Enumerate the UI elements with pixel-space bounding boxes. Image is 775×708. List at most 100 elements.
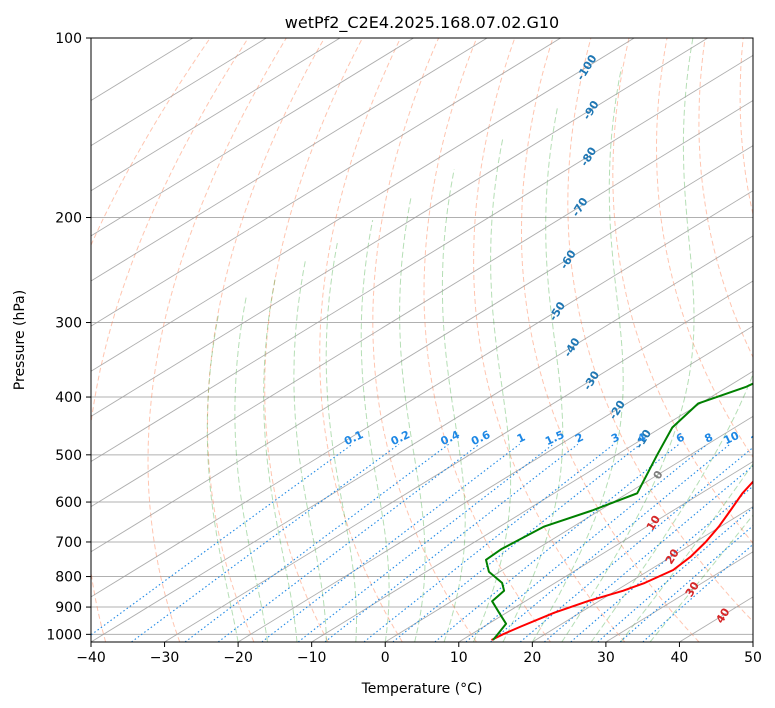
dewpoint-trace	[485, 382, 753, 641]
skewed-isotherm	[237, 325, 753, 642]
isotherm-label: -100	[574, 52, 600, 83]
x-tick-label: 10	[450, 650, 468, 666]
x-tick-label: 50	[744, 650, 762, 666]
x-tick-label: −10	[297, 650, 327, 666]
skewed-isotherm	[532, 506, 753, 642]
moist-adiabat	[325, 242, 357, 642]
y-tick-label: 400	[55, 390, 82, 406]
moist-adiabat	[473, 139, 512, 642]
mixing-ratio-line	[217, 443, 480, 642]
plot-frame	[90, 37, 754, 643]
mixing-ratio-label: 10	[722, 429, 742, 447]
moist-adiabat	[649, 514, 753, 642]
x-tick-label: −40	[76, 650, 106, 666]
mixing-ratio-line	[261, 443, 520, 642]
dry-adiabat	[567, 38, 753, 623]
isotherm-label: -60	[557, 247, 579, 271]
skewed-isotherm	[91, 38, 488, 282]
moist-adiabat	[263, 278, 298, 642]
x-tick-label: 0	[381, 650, 390, 666]
y-tick-label: 700	[55, 535, 82, 551]
pressure-gridlines	[91, 38, 753, 635]
dry-adiabats	[91, 38, 753, 642]
x-axis-label: Temperature (°C)	[361, 681, 483, 697]
temperature-trace	[491, 480, 753, 641]
mixing-ratio-line	[91, 443, 353, 636]
isotherm-label: -50	[547, 299, 569, 323]
mixing-ratio-line	[184, 443, 449, 642]
skewed-isotherm	[91, 190, 753, 598]
moist-adiabat	[399, 195, 426, 642]
x-tick-label: 40	[671, 650, 689, 666]
y-tick-label: 900	[55, 600, 82, 616]
isotherm-label: -40	[561, 335, 583, 359]
isotherm-label: -80	[578, 145, 600, 169]
mixing-ratio-line	[543, 465, 753, 642]
dry-adiabat	[319, 38, 403, 642]
dry-adiabat	[372, 38, 477, 642]
moist-adiabats	[206, 38, 753, 642]
isotherm-label: -70	[569, 195, 591, 219]
mixing-ratio-line	[465, 443, 708, 642]
mixing-ratio-label: 0.6	[469, 428, 492, 448]
mixing-ratio-line	[519, 446, 753, 642]
mixing-ratio-line	[363, 443, 615, 642]
dry-adiabat	[423, 38, 552, 642]
skewed-isotherm	[91, 38, 341, 192]
x-tick-label: −30	[150, 650, 180, 666]
y-axis-label: Pressure (hPa)	[12, 290, 28, 390]
moist-adiabat	[206, 315, 239, 642]
skewed-isotherm	[311, 370, 753, 642]
mixing-ratio-line	[434, 443, 680, 642]
dry-adiabat	[264, 38, 363, 642]
skewed-isotherm	[91, 99, 753, 508]
skewed-isotherms	[91, 38, 753, 642]
moist-adiabat	[360, 219, 390, 642]
sounding-traces	[485, 382, 753, 641]
x-tick-label: 30	[597, 650, 615, 666]
y-tick-label: 600	[55, 495, 82, 511]
moist-adiabat	[620, 462, 753, 642]
skewed-isotherm	[458, 460, 753, 642]
x-tick-label: 20	[523, 650, 541, 666]
y-tick-label: 1000	[46, 627, 82, 643]
mixing-ratio-line	[324, 443, 579, 642]
plot-area: -100-90-80-70-60-50-40-30-20-10010203040…	[91, 38, 775, 642]
skewed-isotherm	[91, 38, 708, 417]
mixing-ratio-label: 8	[703, 431, 715, 446]
dry-adiabat	[612, 38, 753, 544]
mixing-ratio-label: 0.2	[389, 428, 412, 448]
skewed-isotherm	[91, 54, 753, 463]
mixing-ratio-line	[131, 443, 400, 642]
dry-adiabat	[147, 38, 287, 642]
isotherm-label: -30	[581, 368, 603, 392]
dry-adiabat	[739, 38, 753, 217]
isotherm-label: -20	[606, 398, 628, 422]
mixing-ratio-label: 2	[573, 431, 585, 446]
y-tick-label: 800	[55, 570, 82, 586]
y-tick-label: 100	[55, 31, 82, 47]
mixing-ratio-label: 6	[674, 430, 687, 445]
dry-adiabat	[91, 38, 249, 642]
x-tick-label: −20	[223, 650, 253, 666]
dry-adiabat	[520, 38, 700, 642]
moist-adiabat	[502, 105, 564, 642]
mixing-ratio-label: 16	[771, 429, 775, 447]
dry-adiabat	[91, 38, 211, 247]
skewed-isotherm	[91, 235, 753, 642]
moist-adiabat	[293, 259, 327, 642]
y-tick-label: 300	[55, 316, 82, 332]
chart-title: wetPf2_C2E4.2025.168.07.02.G10	[285, 13, 559, 33]
mixing-ratio-label: 1	[515, 431, 527, 446]
isotherm-label: 0	[651, 468, 666, 482]
mixing-ratio-line	[392, 443, 641, 642]
skewed-isotherm	[91, 38, 414, 237]
mixing-ratio-label: 13	[749, 429, 768, 447]
y-tick-label: 500	[55, 448, 82, 464]
dry-adiabat	[698, 38, 753, 359]
isotherm-label: 10	[644, 513, 663, 533]
skewed-isotherm	[605, 551, 753, 642]
skewed-isotherm	[164, 280, 753, 642]
skewed-isotherm	[91, 145, 753, 553]
isotherm-label: -90	[580, 98, 602, 122]
